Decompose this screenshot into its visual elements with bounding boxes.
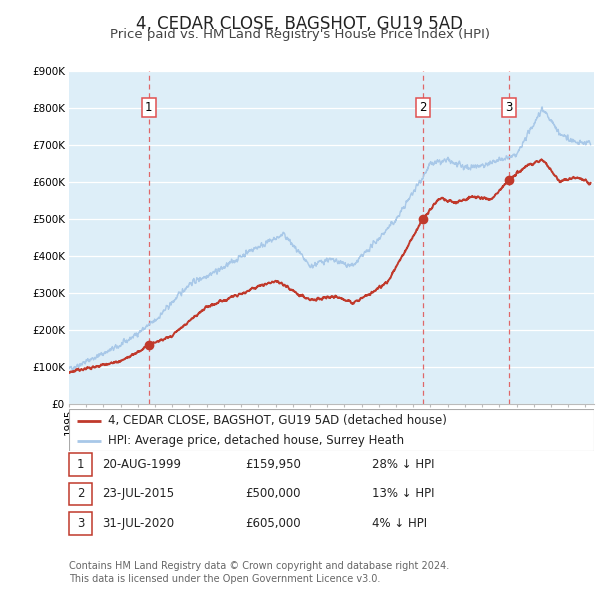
Text: 4, CEDAR CLOSE, BAGSHOT, GU19 5AD (detached house): 4, CEDAR CLOSE, BAGSHOT, GU19 5AD (detac… [109, 414, 447, 427]
Text: 4, CEDAR CLOSE, BAGSHOT, GU19 5AD: 4, CEDAR CLOSE, BAGSHOT, GU19 5AD [137, 15, 464, 33]
Text: HPI: Average price, detached house, Surrey Heath: HPI: Average price, detached house, Surr… [109, 434, 404, 447]
Text: 28% ↓ HPI: 28% ↓ HPI [372, 458, 434, 471]
Text: £159,950: £159,950 [245, 458, 301, 471]
Text: 20-AUG-1999: 20-AUG-1999 [102, 458, 181, 471]
Text: £605,000: £605,000 [245, 517, 301, 530]
Text: 3: 3 [77, 517, 84, 530]
Text: Contains HM Land Registry data © Crown copyright and database right 2024.
This d: Contains HM Land Registry data © Crown c… [69, 561, 449, 584]
Text: 2: 2 [77, 487, 84, 500]
Text: 31-JUL-2020: 31-JUL-2020 [102, 517, 174, 530]
Text: Price paid vs. HM Land Registry's House Price Index (HPI): Price paid vs. HM Land Registry's House … [110, 28, 490, 41]
Text: 13% ↓ HPI: 13% ↓ HPI [372, 487, 434, 500]
Text: £500,000: £500,000 [245, 487, 301, 500]
Text: 3: 3 [506, 101, 513, 114]
Text: 1: 1 [77, 458, 84, 471]
Text: 1: 1 [145, 101, 152, 114]
Text: 2: 2 [419, 101, 427, 114]
Text: 4% ↓ HPI: 4% ↓ HPI [372, 517, 427, 530]
Text: 23-JUL-2015: 23-JUL-2015 [102, 487, 174, 500]
